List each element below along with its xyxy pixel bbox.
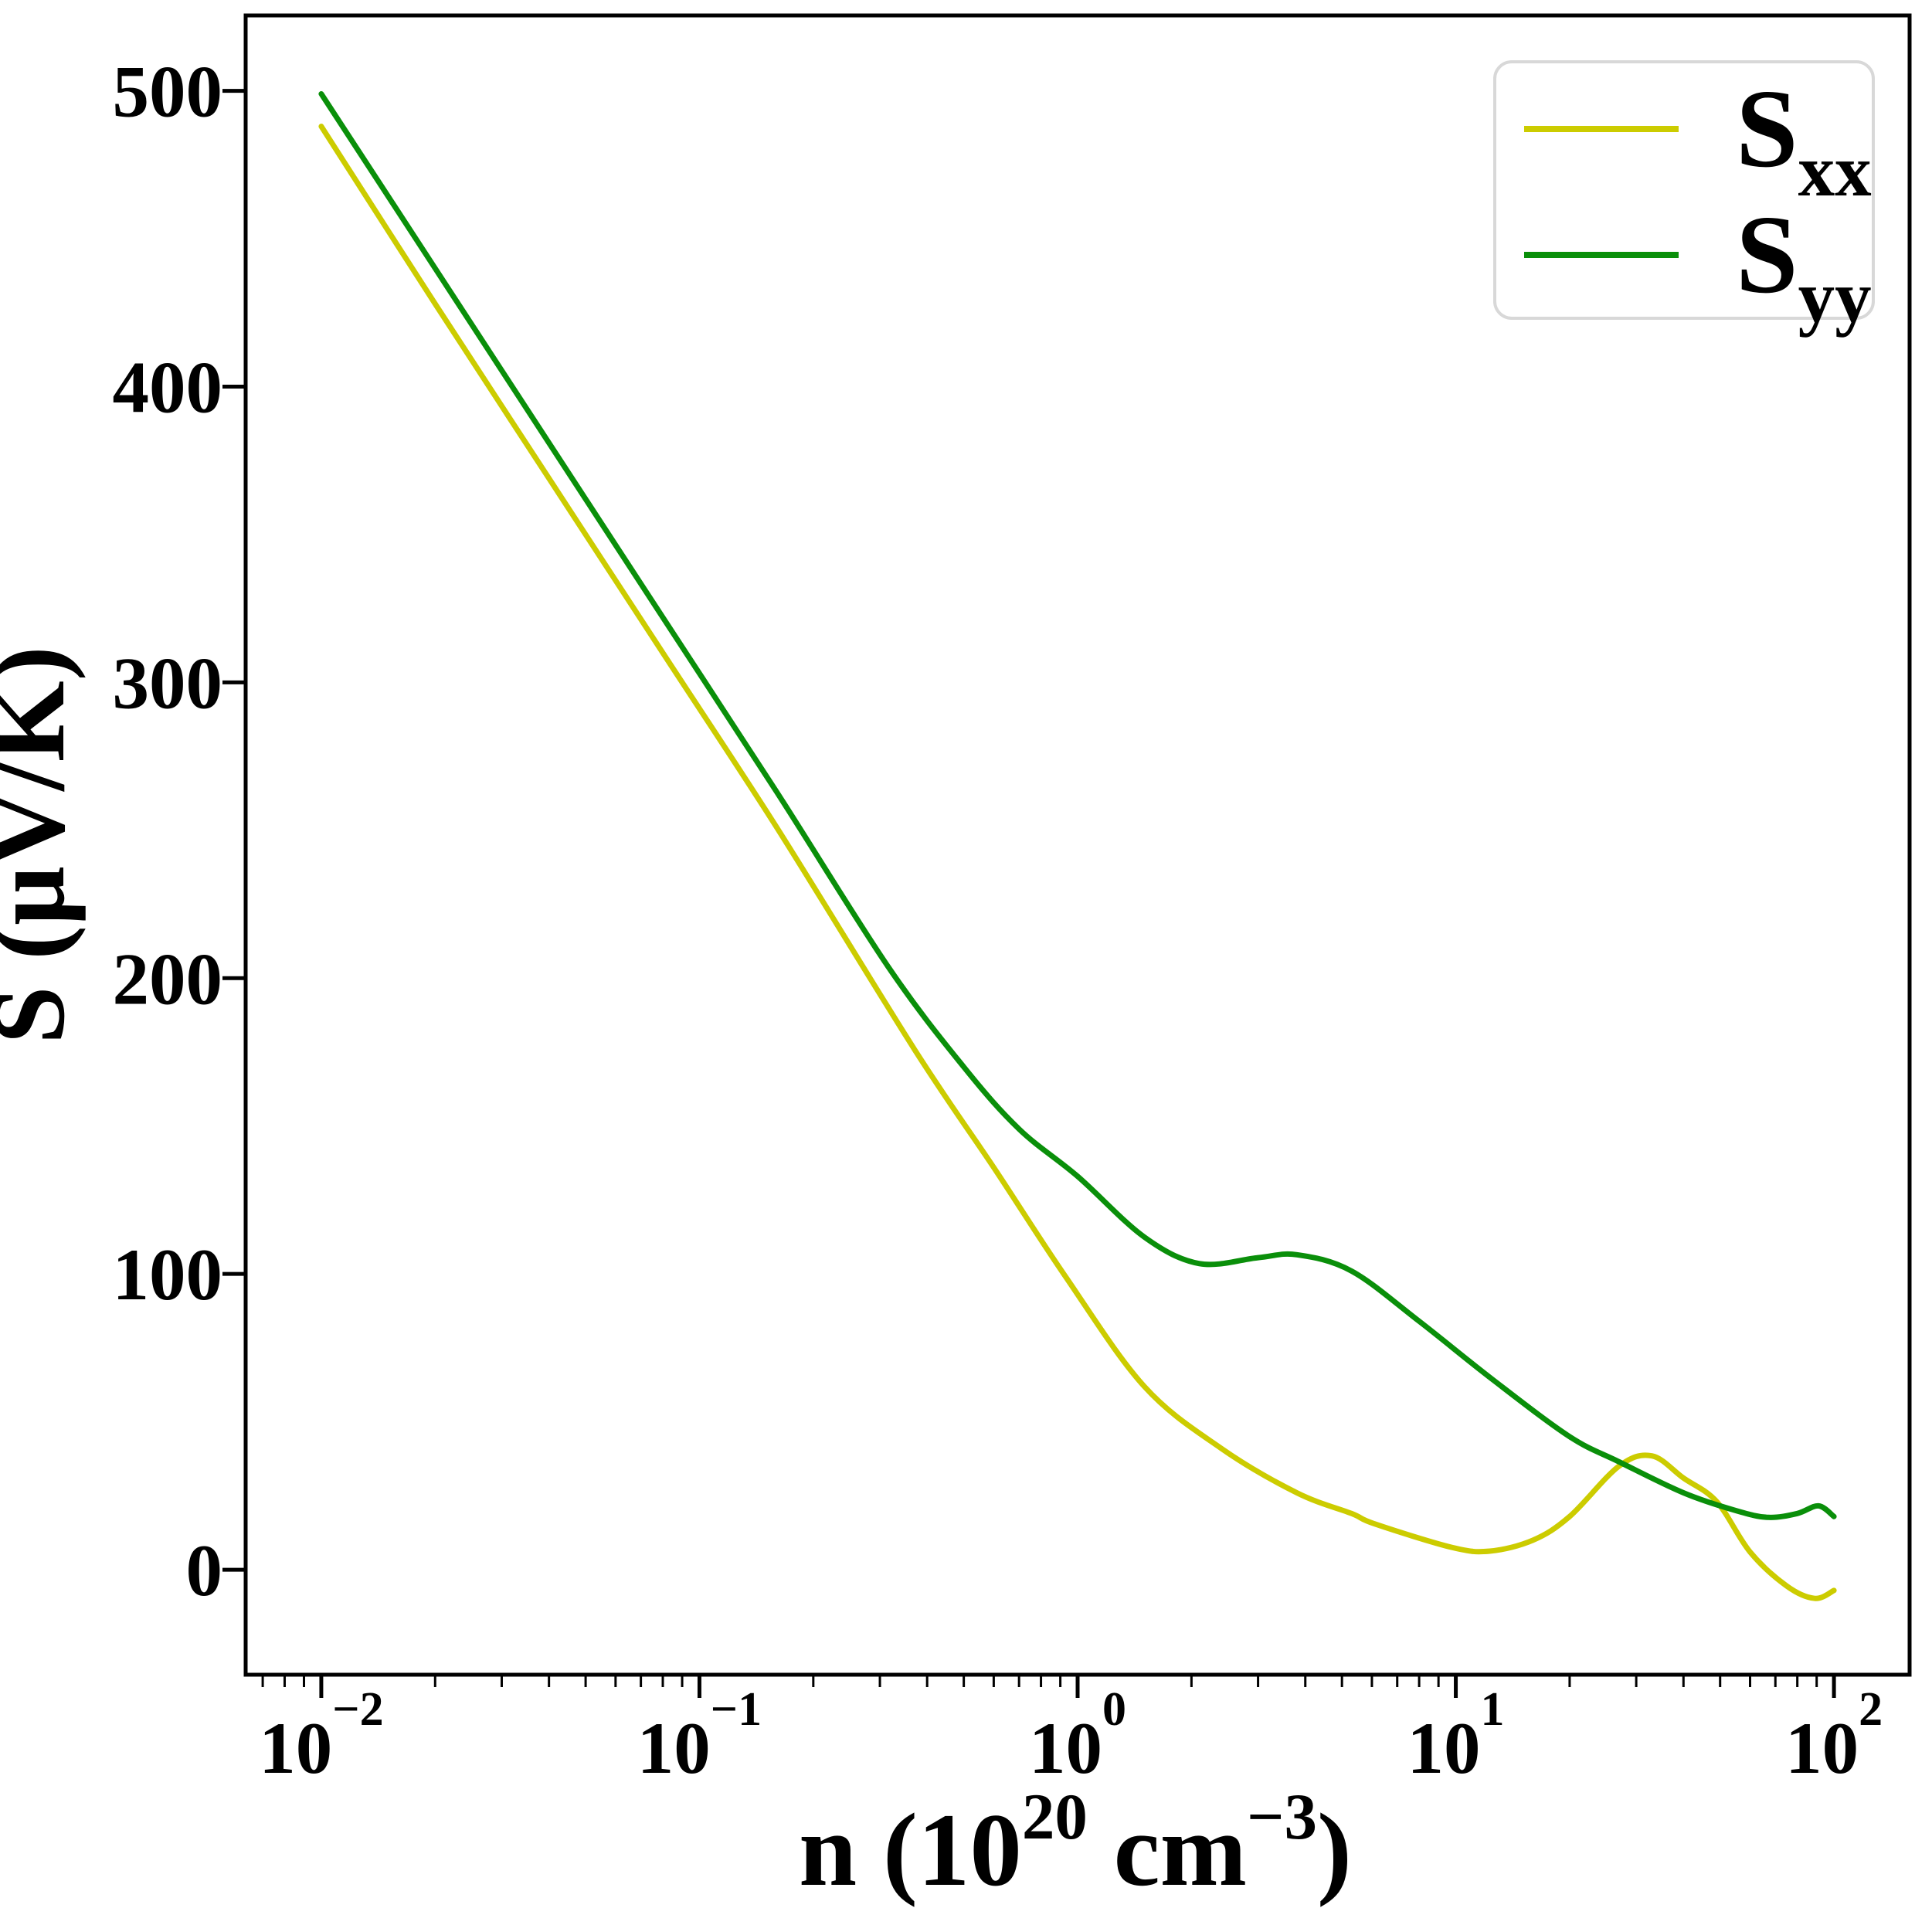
y-axis-label: S (μV/K) xyxy=(0,646,87,1044)
y-tick-label: 200 xyxy=(113,938,223,1020)
axes-spines xyxy=(243,13,1912,1677)
plot-frame xyxy=(243,13,1912,1677)
y-tick-label: 100 xyxy=(113,1234,223,1316)
y-tick-label: 0 xyxy=(186,1529,223,1611)
series-syy-line xyxy=(318,91,1837,1520)
axis-ticks xyxy=(222,89,1836,1698)
legend-label-xx: Sxx xyxy=(1736,67,1872,212)
y-tick-label: 300 xyxy=(113,642,223,724)
x-axis-label: n (1020 cm−3) xyxy=(799,1781,1352,1908)
series-sxx-line xyxy=(318,124,1837,1601)
data-curves xyxy=(318,91,1837,1601)
x-tick-label: 101 xyxy=(1407,1683,1505,1789)
x-tick-label: 10−2 xyxy=(259,1683,383,1789)
axis-labels: S (μV/K) n (1020 cm−3) xyxy=(0,646,1352,1908)
y-tick-label: 500 xyxy=(113,51,223,133)
x-tick-label: 10−1 xyxy=(637,1683,762,1789)
x-tick-label: 100 xyxy=(1029,1683,1126,1789)
y-tick-label: 400 xyxy=(113,347,223,429)
tick-labels: 10−2 10−1 100 101 102 0 100 200 300 400 500 xyxy=(113,51,1883,1789)
x-tick-label: 102 xyxy=(1785,1683,1883,1789)
legend-label-yy: Syy xyxy=(1736,193,1872,338)
